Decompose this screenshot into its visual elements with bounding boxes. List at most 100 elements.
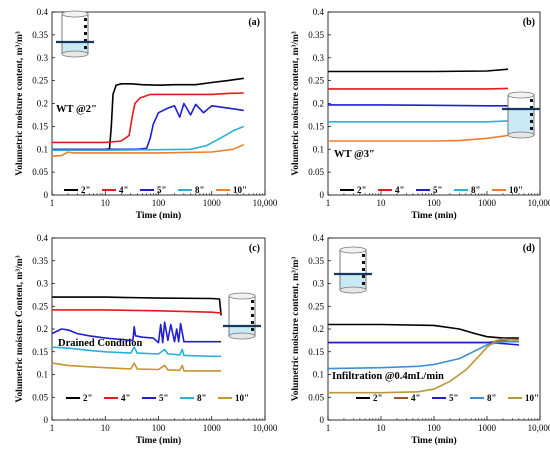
column-bottom [507,131,535,139]
legend-label: 5" [433,185,443,195]
legend-label: 10" [525,393,539,403]
x-tick-label: 1 [326,423,331,433]
y-tick-label: 0.1 [313,144,324,154]
column-schematic-icon [56,10,94,58]
legend-label: 8" [197,393,207,403]
y-axis-label: Volumetric moisture content, m³/m³ [291,31,301,176]
legend-label: 10" [235,393,249,403]
x-tick-label: 10,000 [528,198,550,208]
x-tick-label: 1000 [203,198,222,208]
y-tick-label: 0.2 [313,99,324,109]
y-tick-label: 0.3 [37,279,49,289]
series-line-4 [51,362,222,372]
column-top [61,10,89,18]
y-tick-label: 0.25 [308,301,324,311]
series-line-0 [328,323,519,339]
legend-label: 2" [373,393,383,403]
chart-panel-2: 0 0.05 0.1 0.15 0.2 0.25 0.3 0.35 0.4 1 10 100 1000 1… [15,233,278,446]
water-fill [340,274,366,290]
y-tick-label: 0.1 [313,370,324,380]
legend-label: 5" [157,185,167,195]
sensor-marker [84,18,87,21]
series-line-3 [51,346,222,358]
y-tick-label: 0.15 [308,347,324,357]
panel-label: (c) [249,243,260,254]
sensor-marker [362,254,365,257]
sensor-marker [84,25,87,28]
y-tick-label: 0.25 [32,301,48,311]
y-tick-label: 0.15 [308,121,324,131]
y-tick-label: 0.4 [313,233,325,243]
x-tick-label: 10,000 [253,423,278,433]
sensor-marker [251,328,254,331]
x-tick-label: 100 [152,423,166,433]
series-line-2 [328,104,509,107]
series-line-4 [328,338,519,394]
sensor-marker [530,99,533,102]
sensor-marker [362,261,365,264]
x-tick-label: 10 [101,198,111,208]
column-bottom [228,332,256,340]
series-line-2 [52,102,244,151]
x-tick-label: 10,000 [528,423,550,433]
series-line-3 [52,125,245,151]
legend-label: 10" [509,185,523,195]
y-tick-label: 0.1 [37,144,48,154]
series-line-3 [328,120,509,123]
sensor-marker [251,300,254,303]
y-tick-label: 0.2 [37,324,48,334]
series-line-4 [51,143,245,157]
legend-label: 4" [411,393,421,403]
y-tick-label: 0 [320,190,325,200]
series-line-2 [328,341,519,346]
legend-label: 4" [119,185,129,195]
x-tick-label: 100 [427,423,441,433]
column-schematic-icon [334,246,372,294]
column-top [339,246,367,254]
chart-panel-1: 0 0.05 0.1 0.15 0.2 0.25 0.3 0.35 0.4 1 10 100 1000 1… [291,7,550,221]
panel-label: (a) [248,17,260,28]
x-tick-label: 100 [427,198,441,208]
x-axis-label: Time (min) [136,210,181,221]
legend-label: 8" [471,185,481,195]
chart-panel-3: 0 0.05 0.1 0.15 0.2 0.25 0.3 0.35 0.4 1 10 100 1000 1… [291,233,550,446]
x-tick-label: 1000 [478,423,497,433]
series-line-4 [328,134,509,142]
y-tick-label: 0.35 [32,30,48,40]
y-axis-label: Volumetric moisture content, m³/m³ [15,31,25,176]
x-tick-label: 1 [50,198,55,208]
series-line-1 [328,87,509,90]
y-tick-label: 0.4 [37,233,49,243]
x-tick-label: 1000 [478,198,497,208]
sensor-marker [362,275,365,278]
y-tick-label: 0 [44,415,49,425]
sensor-marker [84,39,87,42]
sensor-marker [251,321,254,324]
y-tick-label: 0 [320,415,325,425]
y-tick-label: 0 [44,190,49,200]
sensor-marker [530,113,533,116]
panel-annotation: WT @3″ [334,149,375,160]
x-tick-label: 1000 [203,423,222,433]
legend-label: 5" [159,393,169,403]
series-line-0 [52,296,222,316]
x-axis-label: Time (min) [136,435,181,446]
chart-panel-0: 0 0.05 0.1 0.15 0.2 0.25 0.3 0.35 0.4 1 10 100 1000 1… [15,7,278,221]
series-line-1 [52,309,222,314]
legend: 2" 4" 5" 8" 10" [66,393,249,403]
legend-label: 10" [233,185,247,195]
y-tick-label: 0.3 [313,53,325,63]
panel-label: (d) [523,243,535,254]
column-bottom [61,50,89,58]
y-tick-label: 0.15 [32,121,48,131]
legend-label: 2" [357,185,367,195]
x-tick-label: 100 [152,198,166,208]
legend-label: 2" [83,393,93,403]
y-tick-label: 0.35 [32,256,48,266]
y-tick-label: 0.25 [32,76,48,86]
series-line-0 [328,68,509,73]
water-fill [229,326,255,336]
x-tick-label: 10 [377,423,387,433]
y-tick-label: 0.1 [37,370,48,380]
